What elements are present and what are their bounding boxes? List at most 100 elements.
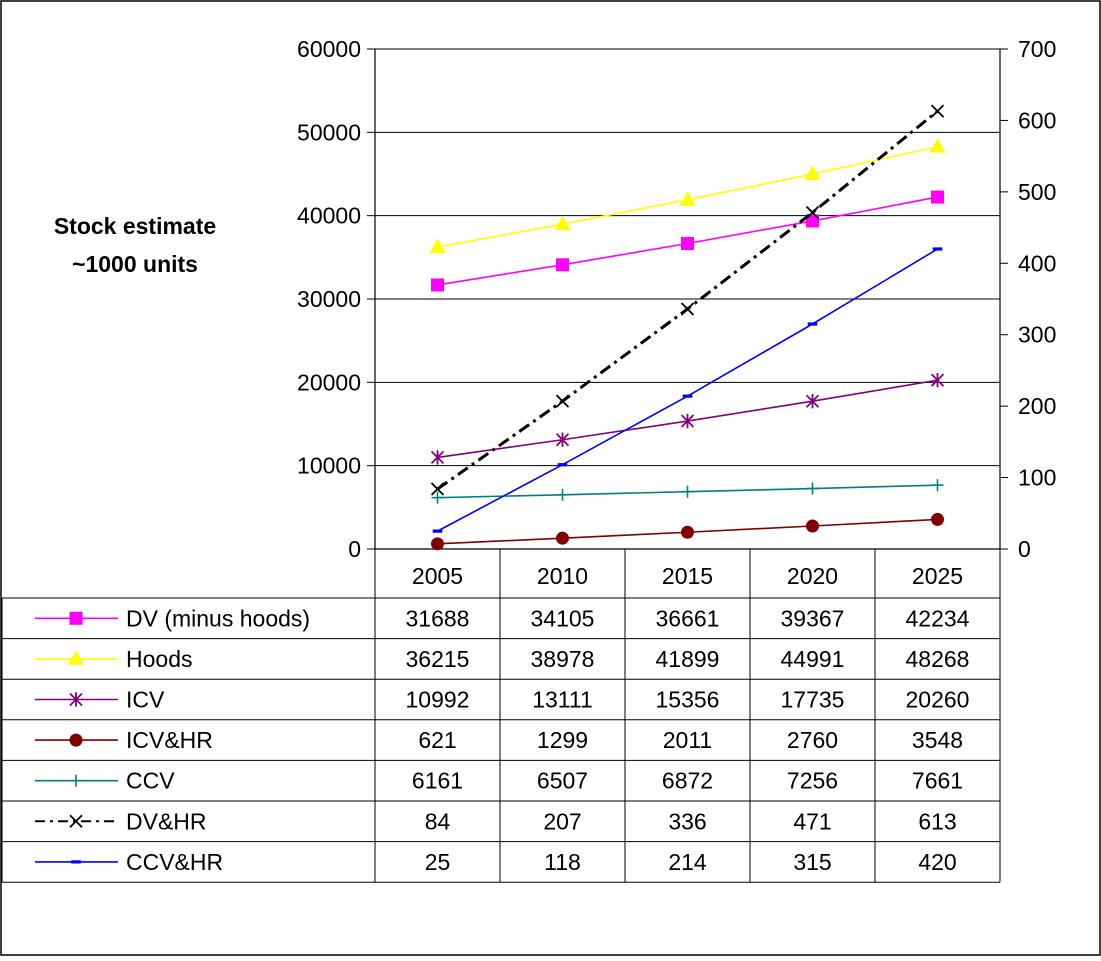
data-point <box>805 205 820 220</box>
gridlines <box>375 48 1000 467</box>
marker-stroke <box>69 814 83 828</box>
data-point <box>432 529 443 533</box>
legend-label: DV&HR <box>126 808 207 834</box>
data-point <box>681 236 694 250</box>
legend-label: Hoods <box>126 646 192 672</box>
x-tick-label: 2025 <box>912 563 963 589</box>
table-cell: 336 <box>668 808 706 834</box>
table-cell: 7256 <box>787 768 838 794</box>
right-tick-label: 0 <box>1018 536 1031 562</box>
right-tick-label: 400 <box>1018 250 1056 276</box>
legend-label: DV (minus hoods) <box>126 605 310 631</box>
left-tick-label: 0 <box>348 536 361 562</box>
legend-label: CCV&HR <box>126 849 223 875</box>
table-cell: 48268 <box>906 646 970 672</box>
data-point <box>431 278 444 292</box>
right-tick-label: 600 <box>1018 107 1056 133</box>
table-cell: 44991 <box>781 646 845 672</box>
marker-stroke <box>930 104 945 118</box>
data-point <box>930 104 945 118</box>
table-cell: 39367 <box>781 605 845 631</box>
axes: 0 10000 20000 30000 40000 50000 60000 0 100 200 30… <box>297 36 1056 562</box>
table-cell: 42234 <box>906 605 970 631</box>
legend-key <box>35 733 118 747</box>
table-cell: 207 <box>543 808 581 834</box>
table-cell: 36215 <box>406 646 470 672</box>
table-cell: 3548 <box>912 727 963 753</box>
table-cell: 31688 <box>406 605 470 631</box>
table-cell: 1299 <box>537 727 588 753</box>
table-cell: 84 <box>425 808 451 834</box>
legend-key <box>35 611 118 625</box>
legend-key <box>35 774 118 787</box>
right-tick-label: 500 <box>1018 179 1056 205</box>
data-point <box>554 215 571 231</box>
marker-stroke <box>680 302 695 316</box>
series-1 <box>429 138 946 254</box>
legend-label: ICV <box>126 687 165 713</box>
legend-marker <box>69 611 83 625</box>
series-4 <box>431 479 944 504</box>
table-cell: 15356 <box>656 687 720 713</box>
data-point <box>804 165 821 180</box>
legend-key <box>35 692 118 707</box>
legend-marker <box>69 814 83 828</box>
left-tick-label: 20000 <box>297 369 361 395</box>
table-cell: 471 <box>793 808 831 834</box>
data-point <box>805 394 820 409</box>
table-cell: 6161 <box>412 768 463 794</box>
x-tick-label: 2020 <box>787 563 838 589</box>
data-point <box>932 247 943 251</box>
data-point <box>430 450 445 465</box>
table-cell: 315 <box>793 849 831 875</box>
x-tick-label: 2005 <box>412 563 463 589</box>
data-point <box>929 138 946 153</box>
table-cell: 420 <box>918 849 956 875</box>
table-cell: 6872 <box>662 768 713 794</box>
table-cell: 118 <box>544 849 581 875</box>
right-tick-label: 700 <box>1018 36 1056 62</box>
table-cell: 6507 <box>537 768 588 794</box>
data-point <box>555 394 570 408</box>
table-cell: 2011 <box>663 727 712 753</box>
data-point <box>930 372 945 388</box>
data-point <box>555 432 570 447</box>
y-axis-label-line-2: ~1000 units <box>72 251 198 277</box>
series-5 <box>430 104 945 496</box>
data-point <box>682 394 693 398</box>
series-0 <box>431 190 944 292</box>
legend-marker <box>69 733 83 747</box>
legend-marker <box>67 650 85 665</box>
table-cell: 36661 <box>656 605 720 631</box>
table-cell: 17735 <box>781 687 845 713</box>
right-tick-label: 200 <box>1018 393 1056 419</box>
legend-key <box>35 650 118 665</box>
marker-stroke <box>555 394 570 408</box>
table-cell: 38978 <box>531 646 595 672</box>
y-axis-label-line-1: Stock estimate <box>54 213 216 239</box>
legend-key <box>35 860 118 864</box>
legend-label: ICV&HR <box>126 727 213 753</box>
table-cell: 613 <box>918 808 956 834</box>
data-table: 2005 2010 2015 2020 2025 DV (minus hoods) 3168… <box>1 549 1001 883</box>
legend-marker <box>69 692 83 707</box>
table-cell: 7661 <box>912 768 963 794</box>
left-tick-label: 40000 <box>297 203 361 229</box>
data-point <box>806 482 819 495</box>
table-cell: 13111 <box>532 687 593 713</box>
table-cell: 20260 <box>906 687 970 713</box>
data-point <box>430 482 445 496</box>
data-point <box>681 525 694 539</box>
legend-label: CCV <box>126 768 175 794</box>
x-tick-label: 2010 <box>537 563 588 589</box>
left-tick-label: 60000 <box>297 36 361 62</box>
data-point <box>679 191 696 206</box>
series-6 <box>432 247 943 533</box>
series-2 <box>430 372 945 465</box>
table-cell: 25 <box>425 849 451 875</box>
left-tick-label: 50000 <box>297 119 361 145</box>
data-point <box>931 190 944 204</box>
data-point <box>556 488 569 501</box>
